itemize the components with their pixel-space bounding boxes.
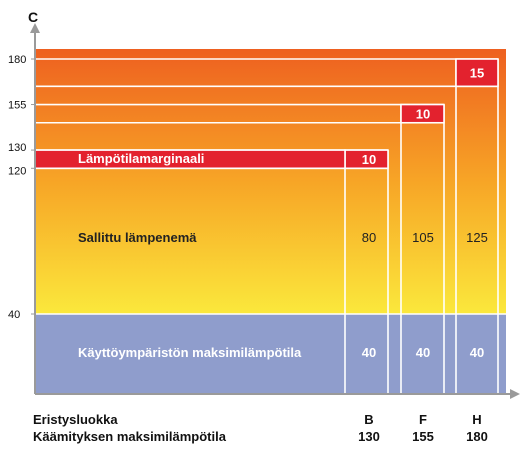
margin-value: 10 [362,152,376,167]
category-h: H [472,412,482,427]
ambient-band [35,314,506,394]
max-winding-b: 130 [358,429,380,444]
max-winding-h: 180 [466,429,488,444]
class-columns [344,59,499,394]
insulation-class-row: Eristysluokka B F H [0,412,524,428]
ambient-value: 40 [416,345,430,360]
margin-box [400,103,445,124]
heat-gradient-area [35,49,506,314]
ambient-value: 40 [362,345,376,360]
y-tick-label: 180 [8,54,26,66]
series-label-allowed-rise: Sallittu lämpenemä [78,230,197,245]
series-label-margin: Lämpötilamarginaali [78,151,204,166]
margin-value: 10 [416,107,430,122]
margin-value: 15 [470,66,484,81]
rise-value: 125 [466,230,488,245]
x-axis-arrow [510,389,520,399]
rise-value: 105 [412,230,434,245]
max-winding-label: Käämityksen maksimilämpötila [33,429,226,444]
margin-boxes: Lämpötilamarginaali [34,58,499,170]
y-axis-label: C [28,9,38,25]
rise-value: 80 [362,230,376,245]
margin-box [455,58,499,88]
value-labels: 10 80 40 10 105 40 15 125 40 [362,66,488,360]
category-f: F [419,412,427,427]
y-tick-label: 130 [8,142,26,154]
y-axis-arrow [30,23,40,33]
y-tick-label: 155 [8,100,26,112]
insulation-class-label: Eristysluokka [33,412,118,427]
y-tick-label: 40 [8,309,20,321]
max-winding-row: Käämityksen maksimilämpötila 130 155 180 [0,429,524,445]
category-b: B [364,412,374,427]
insulation-class-chart: Lämpötilamarginaali 180 155 130 120 40 10 80 4… [8,9,520,399]
y-axis-ticks: 180 155 130 120 40 [8,54,35,321]
max-winding-f: 155 [412,429,434,444]
y-tick-label: 120 [8,165,26,177]
ambient-value: 40 [470,345,484,360]
insulation-class-table: Eristysluokka B F H Käämityksen maksimil… [0,408,524,452]
series-label-ambient: Käyttöympäristön maksimilämpötila [78,345,302,360]
